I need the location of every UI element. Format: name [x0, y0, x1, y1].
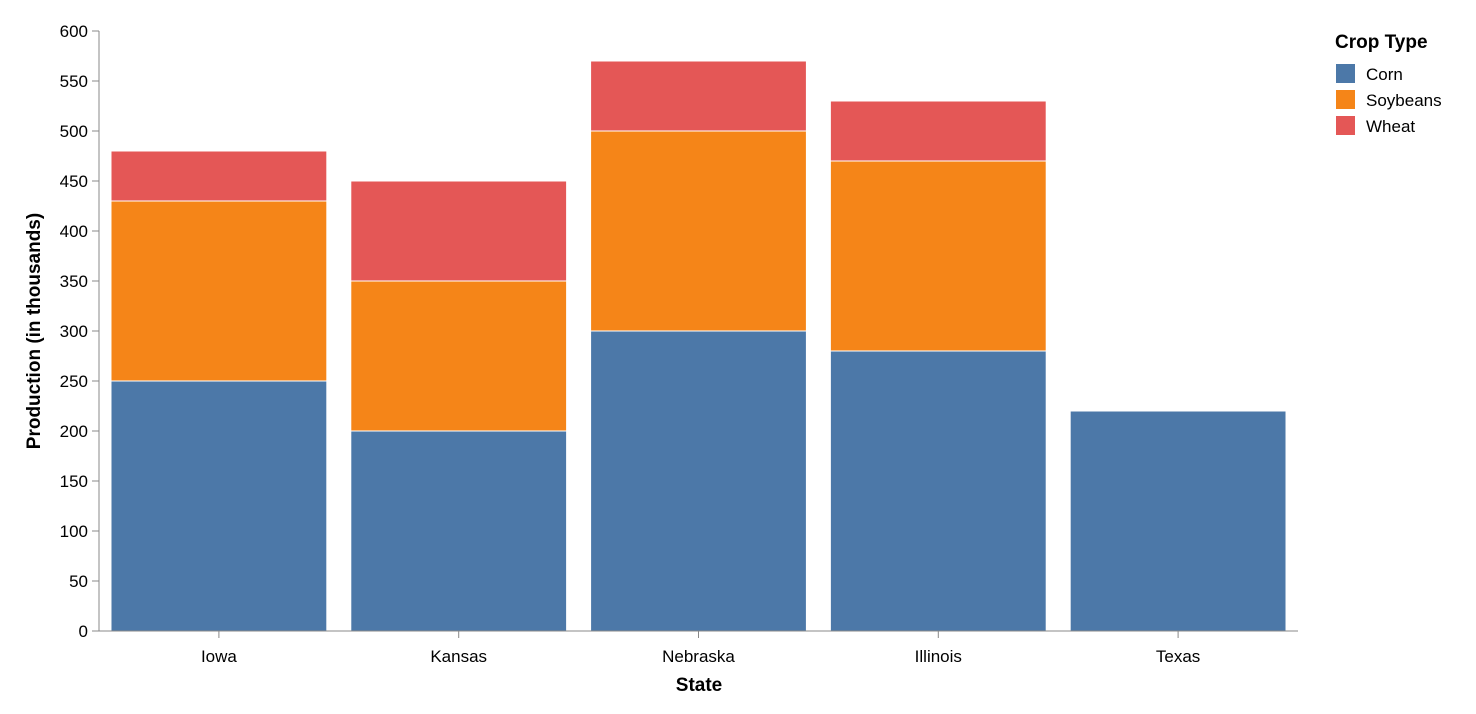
y-tick-label: 450	[60, 172, 88, 191]
bar-corn-kansas	[350, 430, 568, 632]
y-tick-label: 350	[60, 272, 88, 291]
bar-corn-texas	[1069, 410, 1287, 632]
y-tick-label: 0	[79, 622, 88, 641]
legend-swatch-corn	[1336, 64, 1355, 83]
y-tick-label: 500	[60, 122, 88, 141]
legend-label-soybeans: Soybeans	[1366, 91, 1442, 110]
y-axis: 0 50 100 150 200 250 300 350 400 450 500 550 600	[60, 22, 100, 641]
y-tick-label: 600	[60, 22, 88, 41]
legend-swatch-soybeans	[1336, 90, 1355, 109]
x-tick-label-iowa: Iowa	[201, 647, 237, 666]
y-tick-label: 200	[60, 422, 88, 441]
y-tick-label: 50	[69, 572, 88, 591]
y-tick-label: 550	[60, 72, 88, 91]
x-tick-label-nebraska: Nebraska	[662, 647, 735, 666]
bar-soybeans-iowa	[110, 200, 328, 382]
y-tick-label: 100	[60, 522, 88, 541]
bar-soybeans-kansas	[350, 280, 568, 432]
legend-label-corn: Corn	[1366, 65, 1403, 84]
legend: Crop Type Corn Soybeans Wheat	[1335, 32, 1442, 136]
bar-wheat-illinois	[829, 100, 1047, 162]
bar-wheat-iowa	[110, 150, 328, 202]
legend-title: Crop Type	[1335, 32, 1428, 53]
bar-wheat-kansas	[350, 180, 568, 282]
legend-label-wheat: Wheat	[1366, 117, 1415, 136]
bar-corn-nebraska	[590, 330, 807, 632]
x-axis: Iowa Kansas Nebraska Illinois Texas	[99, 630, 1298, 666]
y-tick-label: 250	[60, 372, 88, 391]
y-tick-label: 400	[60, 222, 88, 241]
y-tick-label: 150	[60, 472, 88, 491]
x-axis-title: State	[676, 675, 722, 696]
x-tick-label-illinois: Illinois	[915, 647, 962, 666]
y-axis-title: Production (in thousands)	[24, 213, 45, 449]
bar-corn-iowa	[110, 380, 328, 632]
x-tick-label-kansas: Kansas	[430, 647, 487, 666]
bar-soybeans-nebraska	[590, 130, 807, 332]
bar-wheat-nebraska	[590, 60, 807, 132]
bar-soybeans-illinois	[829, 160, 1047, 352]
y-tick-label: 300	[60, 322, 88, 341]
bars-group	[110, 60, 1287, 632]
bar-corn-illinois	[829, 350, 1047, 632]
x-tick-label-texas: Texas	[1156, 647, 1200, 666]
legend-swatch-wheat	[1336, 116, 1355, 135]
